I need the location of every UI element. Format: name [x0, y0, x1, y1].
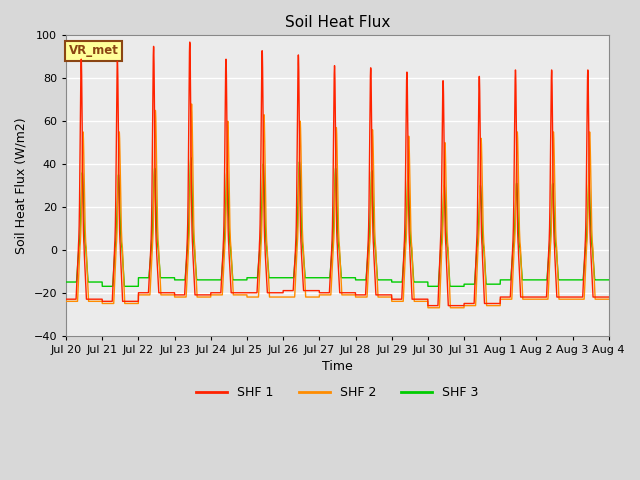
- Y-axis label: Soil Heat Flux (W/m2): Soil Heat Flux (W/m2): [15, 117, 28, 254]
- Title: Soil Heat Flux: Soil Heat Flux: [285, 15, 390, 30]
- X-axis label: Time: Time: [322, 360, 353, 373]
- Text: VR_met: VR_met: [68, 44, 118, 57]
- Legend: SHF 1, SHF 2, SHF 3: SHF 1, SHF 2, SHF 3: [191, 382, 484, 405]
